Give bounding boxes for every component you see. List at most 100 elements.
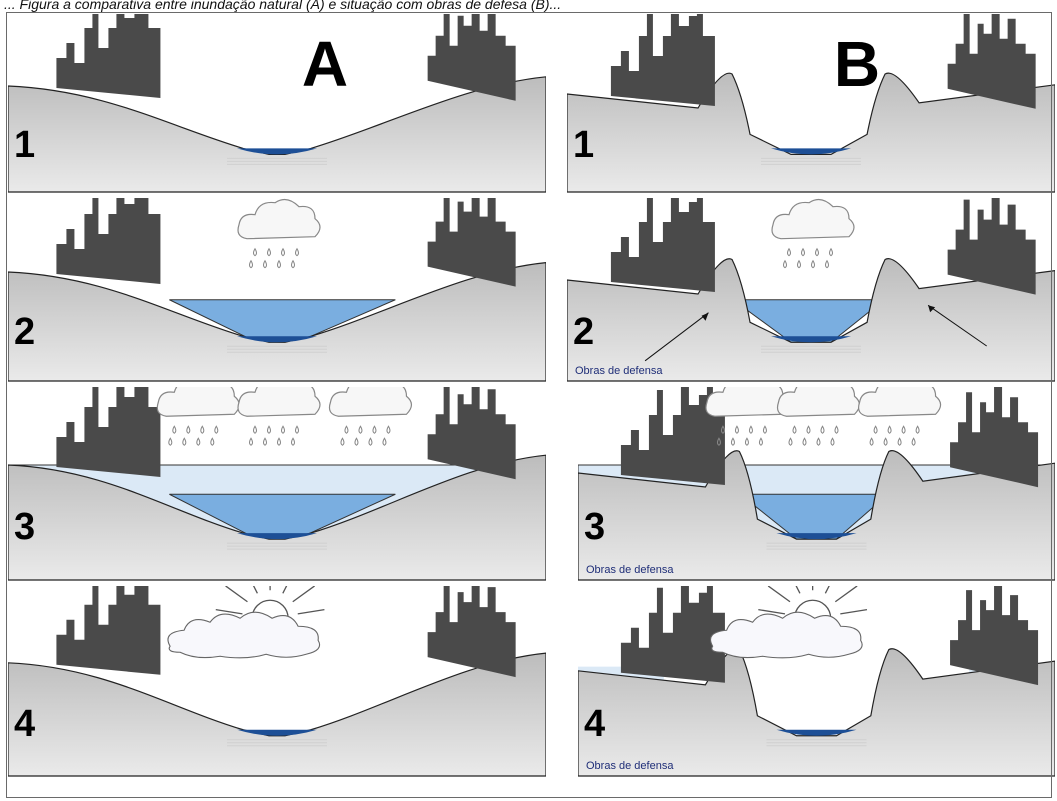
raindrop — [291, 437, 295, 446]
raindrop — [253, 425, 257, 434]
city-right — [950, 586, 1039, 686]
step-number-a-1: 1 — [14, 123, 36, 166]
rain-cloud-shape — [156, 387, 240, 417]
rain-cloud-shape — [328, 387, 413, 417]
raindrop — [210, 437, 215, 446]
raindrop — [811, 259, 815, 269]
raindrop — [748, 425, 753, 434]
rain-cloud-shape — [237, 387, 321, 417]
raindrop — [200, 425, 205, 434]
raindrop — [340, 437, 345, 446]
raindrop — [887, 425, 892, 434]
raindrop — [281, 247, 285, 257]
arrowhead-left — [701, 312, 709, 321]
step-number-b-1: 1 — [573, 123, 595, 166]
raindrop — [897, 437, 902, 446]
panel-b-4: 4 Obras de defensa — [578, 586, 1055, 778]
arrowhead-right — [928, 305, 936, 313]
raindrop — [797, 259, 801, 269]
city-left — [620, 586, 725, 683]
valley-terrain — [567, 258, 1055, 382]
rain-cloud-icon — [328, 387, 413, 446]
raindrop — [281, 425, 285, 434]
raindrop — [830, 437, 835, 446]
city-left — [620, 387, 725, 485]
figure-caption: ... Figura a comparativa entre inundação… — [4, 0, 562, 12]
raindrop — [806, 425, 811, 434]
city-right — [427, 586, 516, 678]
river-channel — [237, 148, 317, 155]
raindrop — [869, 437, 874, 446]
raindrop — [295, 247, 299, 257]
sun-ray — [824, 586, 830, 594]
levee-label: Obras de defensa — [586, 760, 674, 772]
raindrop — [816, 437, 821, 446]
rain-cloud-shape — [237, 198, 321, 240]
rain-cloud-shape — [776, 387, 861, 417]
panel-b-4-drawing — [578, 586, 1055, 777]
raindrop — [277, 437, 281, 446]
raindrop — [186, 425, 191, 434]
raindrop — [253, 247, 257, 257]
valley-terrain — [567, 72, 1055, 193]
sun-ray — [834, 586, 858, 603]
city-left — [610, 14, 715, 106]
panel-a-4-drawing — [8, 586, 546, 777]
raindrop — [787, 247, 791, 257]
sun-ray — [252, 586, 258, 594]
panel-b-1-drawing — [567, 14, 1055, 193]
river-channel — [771, 148, 851, 155]
panel-a-3: 3 — [8, 387, 546, 582]
sun-behind-cloud-icon — [167, 586, 325, 659]
sun-ray — [282, 586, 288, 594]
panel-a-3-drawing — [8, 387, 546, 581]
raindrop — [172, 425, 177, 434]
raindrop — [267, 425, 271, 434]
raindrop — [788, 437, 793, 446]
raindrop — [792, 425, 797, 434]
city-right — [947, 198, 1036, 295]
levee-label: Obras de defensa — [586, 564, 674, 576]
raindrop — [901, 425, 906, 434]
raindrop — [730, 437, 735, 446]
panel-b-2: 2 Obras de defensa — [567, 198, 1055, 383]
sun-ray — [758, 608, 786, 615]
raindrop — [744, 437, 749, 446]
raindrop — [834, 425, 839, 434]
step-number-a-2: 2 — [14, 310, 36, 353]
raindrop — [829, 247, 833, 257]
column-title-b: B — [833, 28, 881, 100]
step-number-b-2: 2 — [573, 310, 595, 353]
river-channel — [237, 533, 317, 540]
rain-cloud-icon — [156, 387, 240, 446]
raindrop — [815, 247, 819, 257]
levee-label: Obras de defensa — [575, 365, 663, 377]
panel-a-2: 2 — [8, 198, 546, 383]
city-right — [427, 387, 516, 480]
column-title-a: A — [301, 28, 349, 100]
river-channel — [771, 336, 851, 343]
raindrop — [267, 247, 271, 257]
raindrop — [758, 437, 763, 446]
step-number-b-4: 4 — [584, 703, 606, 746]
raindrop — [734, 425, 739, 434]
sun-ray — [297, 608, 325, 615]
panel-b-3-drawing — [578, 387, 1055, 581]
step-number-a-3: 3 — [14, 505, 36, 548]
raindrop — [344, 425, 349, 434]
sun-behind-cloud-icon — [709, 586, 868, 659]
raindrop — [883, 437, 888, 446]
raindrop — [783, 259, 787, 269]
raindrop — [354, 437, 359, 446]
figure-frame: A B — [6, 12, 1052, 798]
sun-ray — [215, 608, 243, 615]
raindrop — [263, 437, 267, 446]
city-left — [610, 198, 715, 292]
raindrop — [762, 425, 767, 434]
valley-terrain — [578, 450, 1055, 581]
panel-a-2-drawing — [8, 198, 546, 382]
city-left — [56, 586, 161, 675]
raindrop — [368, 437, 373, 446]
raindrop — [291, 259, 295, 269]
sun-ray — [292, 586, 315, 603]
